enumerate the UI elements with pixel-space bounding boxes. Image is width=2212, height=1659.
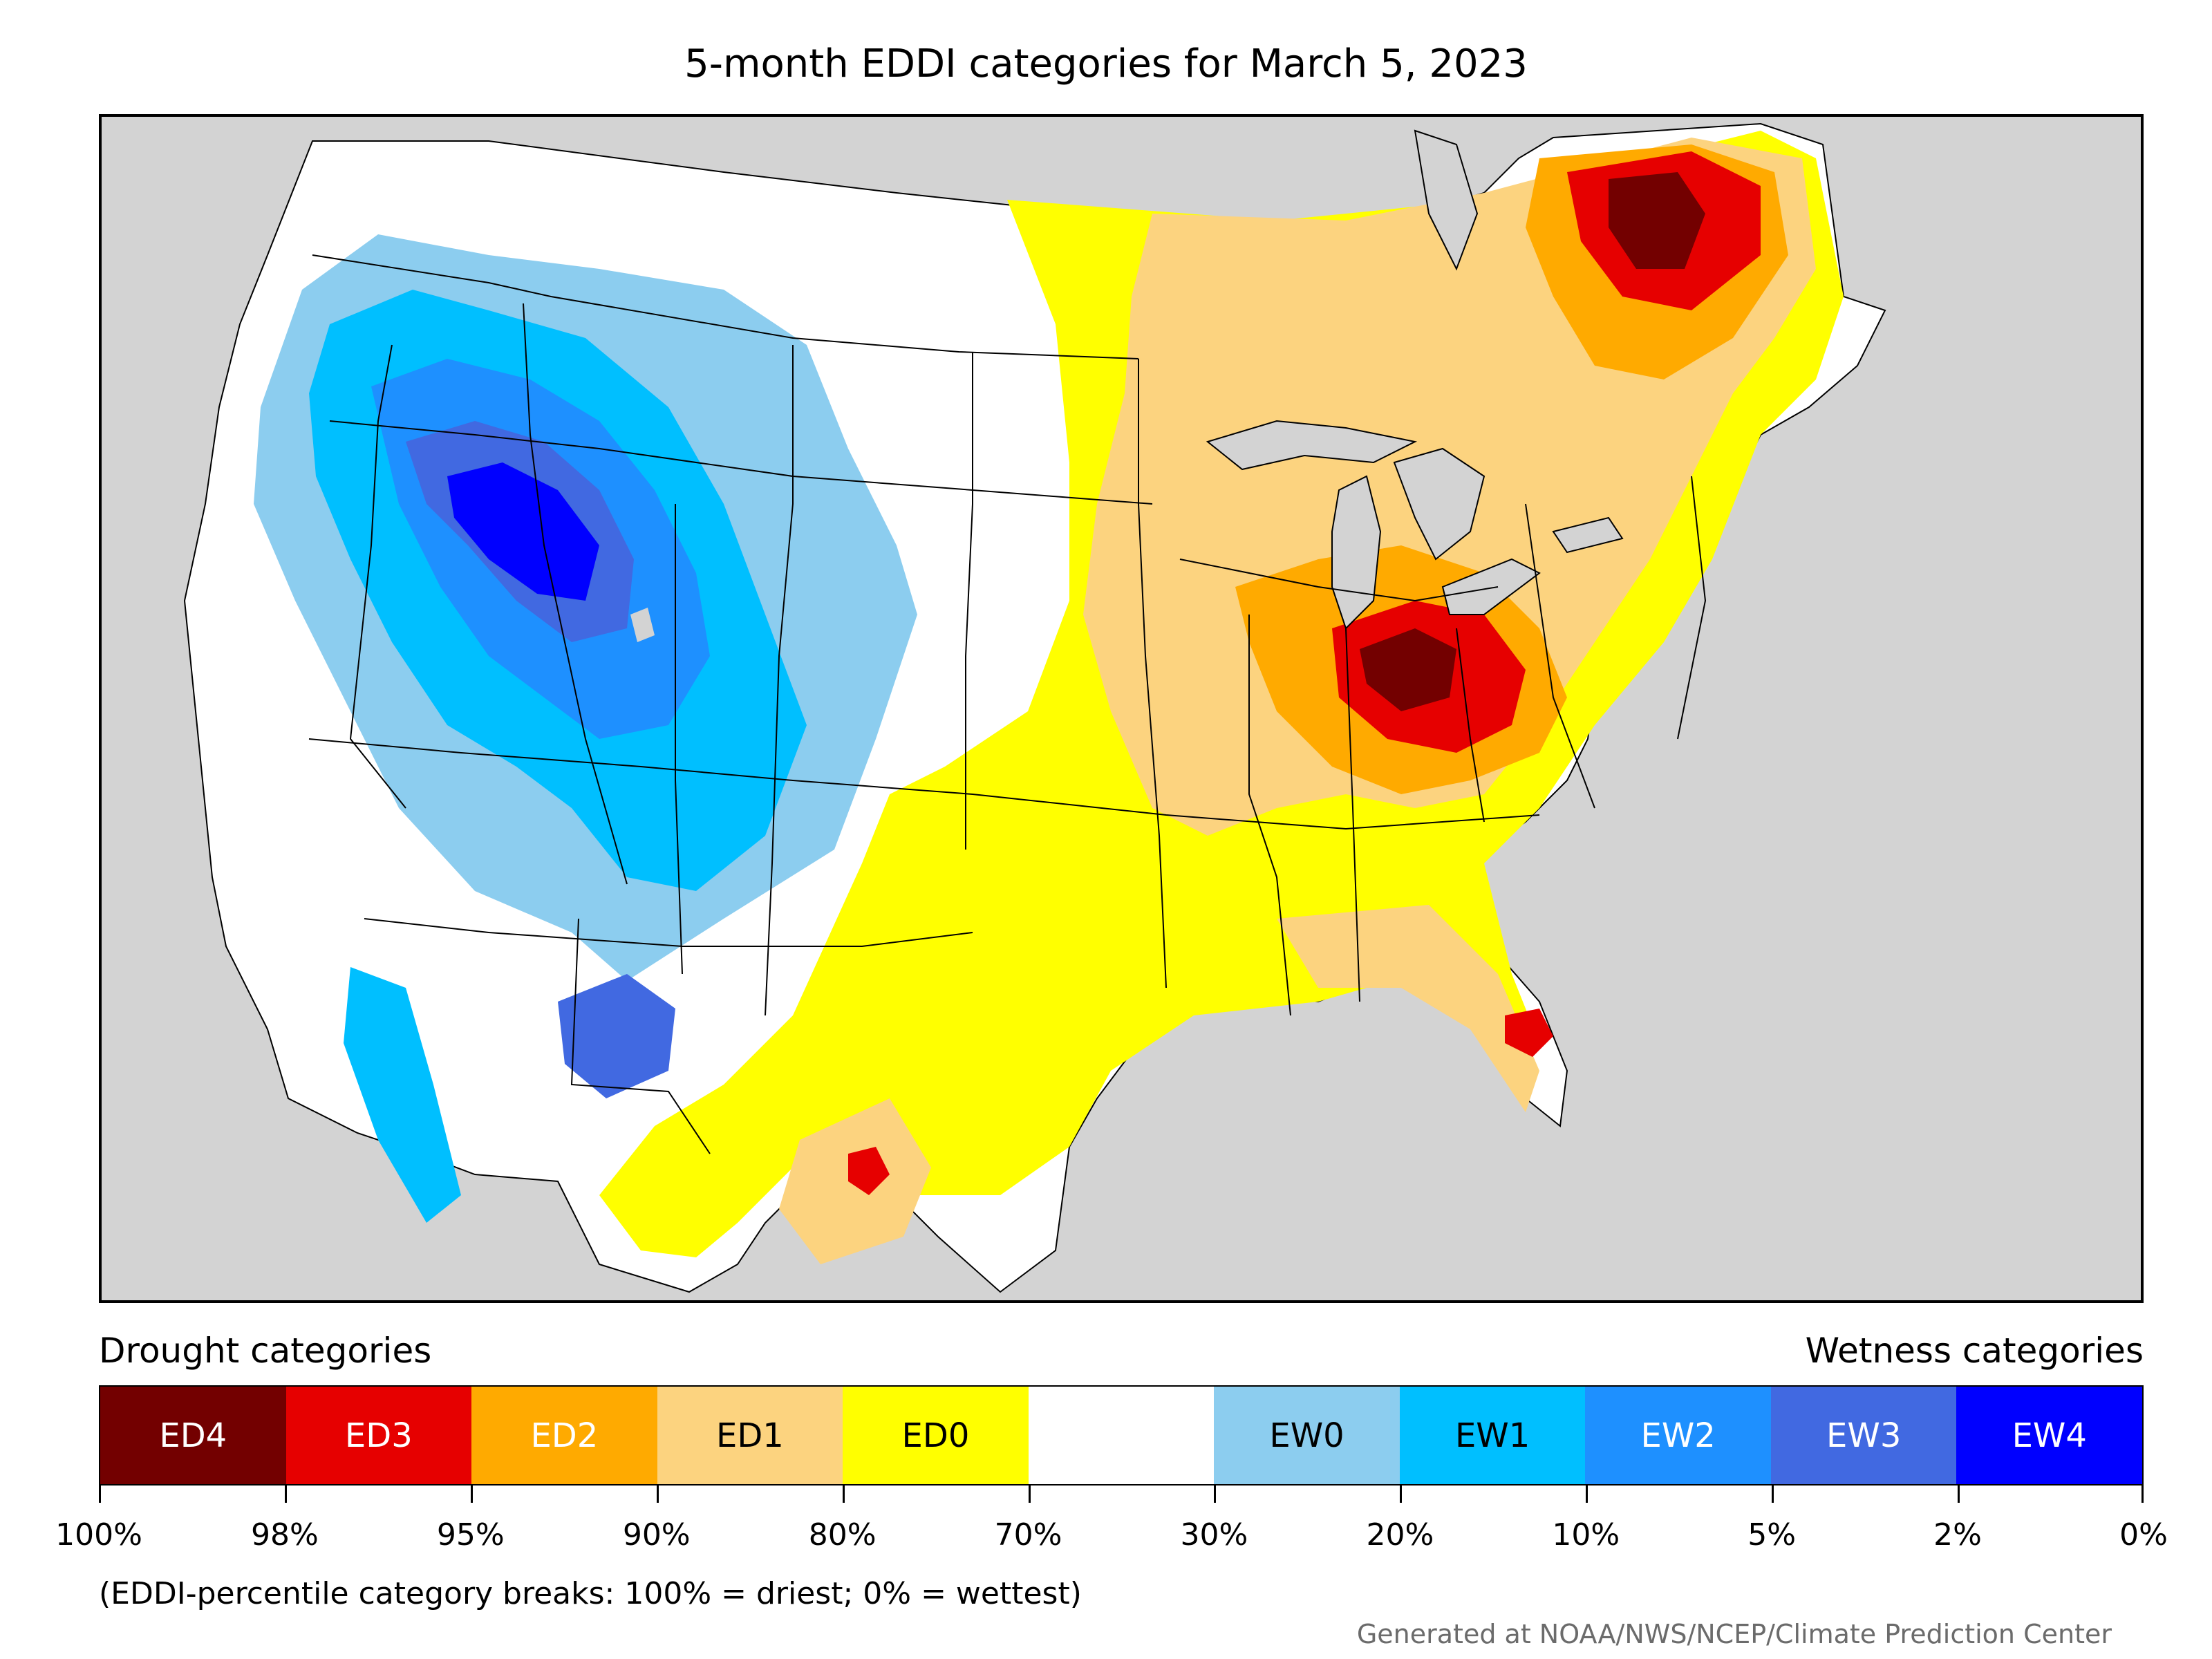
category-swatch: EW4 (1956, 1387, 2143, 1484)
colorbar-tick (656, 1485, 659, 1503)
drought-categories-heading: Drought categories (99, 1331, 432, 1371)
colorbar-tick-label: 95% (436, 1517, 505, 1553)
colorbar-tick (1028, 1485, 1031, 1503)
colorbar-ticks (99, 1485, 2144, 1506)
colorbar-tick (1772, 1485, 1774, 1503)
colorbar-tick (99, 1485, 101, 1503)
colorbar-tick-label: 20% (1366, 1517, 1434, 1553)
west-ew4-region (447, 462, 599, 601)
colorbar-tick-label: 2% (1933, 1517, 1982, 1553)
state-boundaries (308, 254, 1707, 1154)
category-swatch: EW2 (1585, 1387, 1771, 1484)
colorbar-tick-label: 0% (2119, 1517, 2168, 1553)
colorbar-tick-label: 10% (1552, 1517, 1620, 1553)
colorbar-tick (1958, 1485, 1960, 1503)
map-canvas (183, 122, 1886, 1293)
great-salt-lake (630, 608, 655, 642)
florida-ed3-region (1505, 1009, 1553, 1057)
category-swatch: EW1 (1399, 1387, 1586, 1484)
colorbar-tick-label: 30% (1180, 1517, 1248, 1553)
category-swatch: ED1 (657, 1387, 843, 1484)
texas-ed3-region (848, 1147, 890, 1195)
ohio-ed4-region (1360, 628, 1456, 711)
category-swatch: ED0 (843, 1387, 1029, 1484)
southeast-ed1-region (1277, 905, 1539, 1112)
category-swatch: ED4 (100, 1387, 286, 1484)
southwest-ew3-region (558, 974, 675, 1098)
category-swatch: ED2 (471, 1387, 657, 1484)
quebec-ed4-region (1609, 172, 1705, 269)
colorbar-tick-label: 90% (622, 1517, 691, 1553)
colorbar-tick-label: 70% (994, 1517, 1062, 1553)
category-swatch (1028, 1387, 1215, 1484)
category-colorbar: ED4 ED3 ED2 ED1 ED0 EW0 EW1 EW2 EW3 EW4 (99, 1385, 2144, 1485)
colorbar-tick-label: 5% (1747, 1517, 1797, 1553)
category-swatch: ED3 (285, 1387, 472, 1484)
baja-ew1-region (344, 967, 461, 1223)
wetness-categories-heading: Wetness categories (1805, 1331, 2144, 1371)
hudson-bay-inlet (1414, 129, 1479, 271)
colorbar-tick (1214, 1485, 1217, 1503)
map-title: 5-month EDDI categories for March 5, 202… (684, 41, 1528, 86)
colorbar-tick (1586, 1485, 1588, 1503)
lake-ontario (1552, 516, 1624, 554)
colorbar-tick (1400, 1485, 1403, 1503)
lake-huron (1393, 447, 1485, 561)
colorbar-tick (284, 1485, 287, 1503)
category-swatch: EW0 (1214, 1387, 1400, 1484)
credit-line: Generated at NOAA/NWS/NCEP/Climate Predi… (1356, 1619, 2112, 1649)
eddi-map (99, 114, 2144, 1303)
colorbar-tick (2141, 1485, 2144, 1503)
colorbar-tick-label: 98% (251, 1517, 319, 1553)
category-breaks-note: (EDDI-percentile category breaks: 100% =… (99, 1576, 1082, 1611)
category-swatch: EW3 (1770, 1387, 1957, 1484)
colorbar-tick-label: 80% (808, 1517, 877, 1553)
lake-erie (1441, 558, 1541, 615)
colorbar-tick (470, 1485, 473, 1503)
lake-superior (1206, 420, 1418, 471)
colorbar-tick-label: 100% (55, 1517, 142, 1553)
colorbar-tick (842, 1485, 845, 1503)
